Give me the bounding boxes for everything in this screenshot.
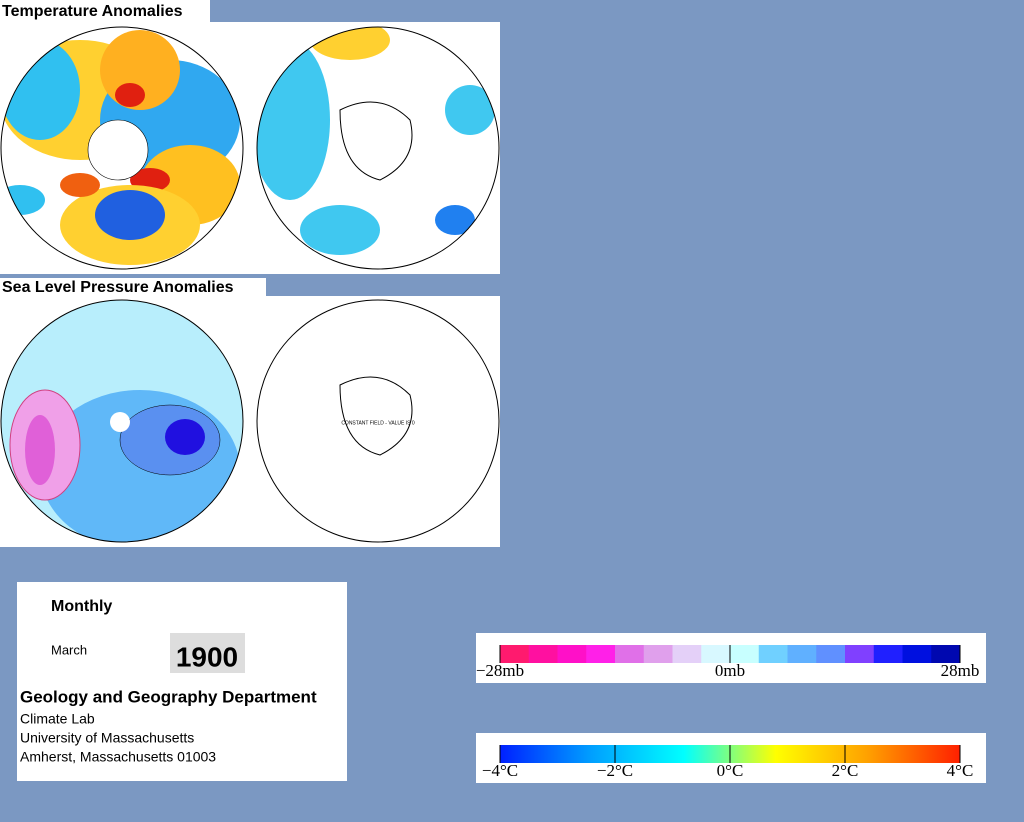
- globe-outline: [256, 299, 500, 543]
- swatch: [873, 645, 903, 663]
- info-box: [17, 582, 347, 781]
- tick-label: −28mb: [476, 661, 524, 680]
- panel-title: Temperature Anomalies: [2, 3, 183, 20]
- month: March: [51, 642, 87, 657]
- map-temp-south: [257, 27, 499, 269]
- swatch: [758, 645, 788, 663]
- year: 1900: [176, 641, 238, 672]
- swatch: [730, 645, 760, 663]
- map-note: CONSTANT FIELD - VALUE IS 0: [341, 420, 415, 426]
- swatch: [557, 645, 587, 663]
- tick-label: 0mb: [715, 661, 745, 680]
- swatch: [787, 645, 817, 663]
- swatch: [931, 645, 961, 663]
- swatch: [701, 645, 731, 663]
- info-line: University of Massachusetts: [20, 730, 194, 746]
- period: Monthly: [51, 598, 112, 615]
- swatch: [816, 645, 846, 663]
- tick-label: −4°C: [482, 761, 518, 780]
- department: Geology and Geography Department: [20, 687, 317, 706]
- tick-label: −2°C: [597, 761, 633, 780]
- swatch: [845, 645, 875, 663]
- swatch: [902, 645, 932, 663]
- swatch: [528, 645, 558, 663]
- map-slp-north: [1, 300, 243, 542]
- swatch: [615, 645, 645, 663]
- year-bg: [170, 633, 245, 673]
- swatch: [672, 645, 702, 663]
- info-line: Amherst, Massachusetts 01003: [20, 749, 216, 765]
- globe-outline: [0, 299, 244, 543]
- tick-label: 4°C: [947, 761, 974, 780]
- map-temp-north: [1, 27, 243, 269]
- tick-label: 2°C: [832, 761, 859, 780]
- title-bg: [0, 0, 210, 22]
- title-bg: [0, 278, 266, 296]
- coastline: [339, 376, 413, 456]
- swatch: [643, 645, 673, 663]
- info-line: Climate Lab: [20, 711, 95, 727]
- globe-outline: [256, 26, 500, 270]
- panel-title: Sea Level Pressure Anomalies: [2, 279, 234, 296]
- tick-label: 0°C: [717, 761, 744, 780]
- swatch: [500, 645, 530, 663]
- tick-label: 28mb: [941, 661, 980, 680]
- globe-outline: [0, 26, 244, 270]
- swatch: [586, 645, 616, 663]
